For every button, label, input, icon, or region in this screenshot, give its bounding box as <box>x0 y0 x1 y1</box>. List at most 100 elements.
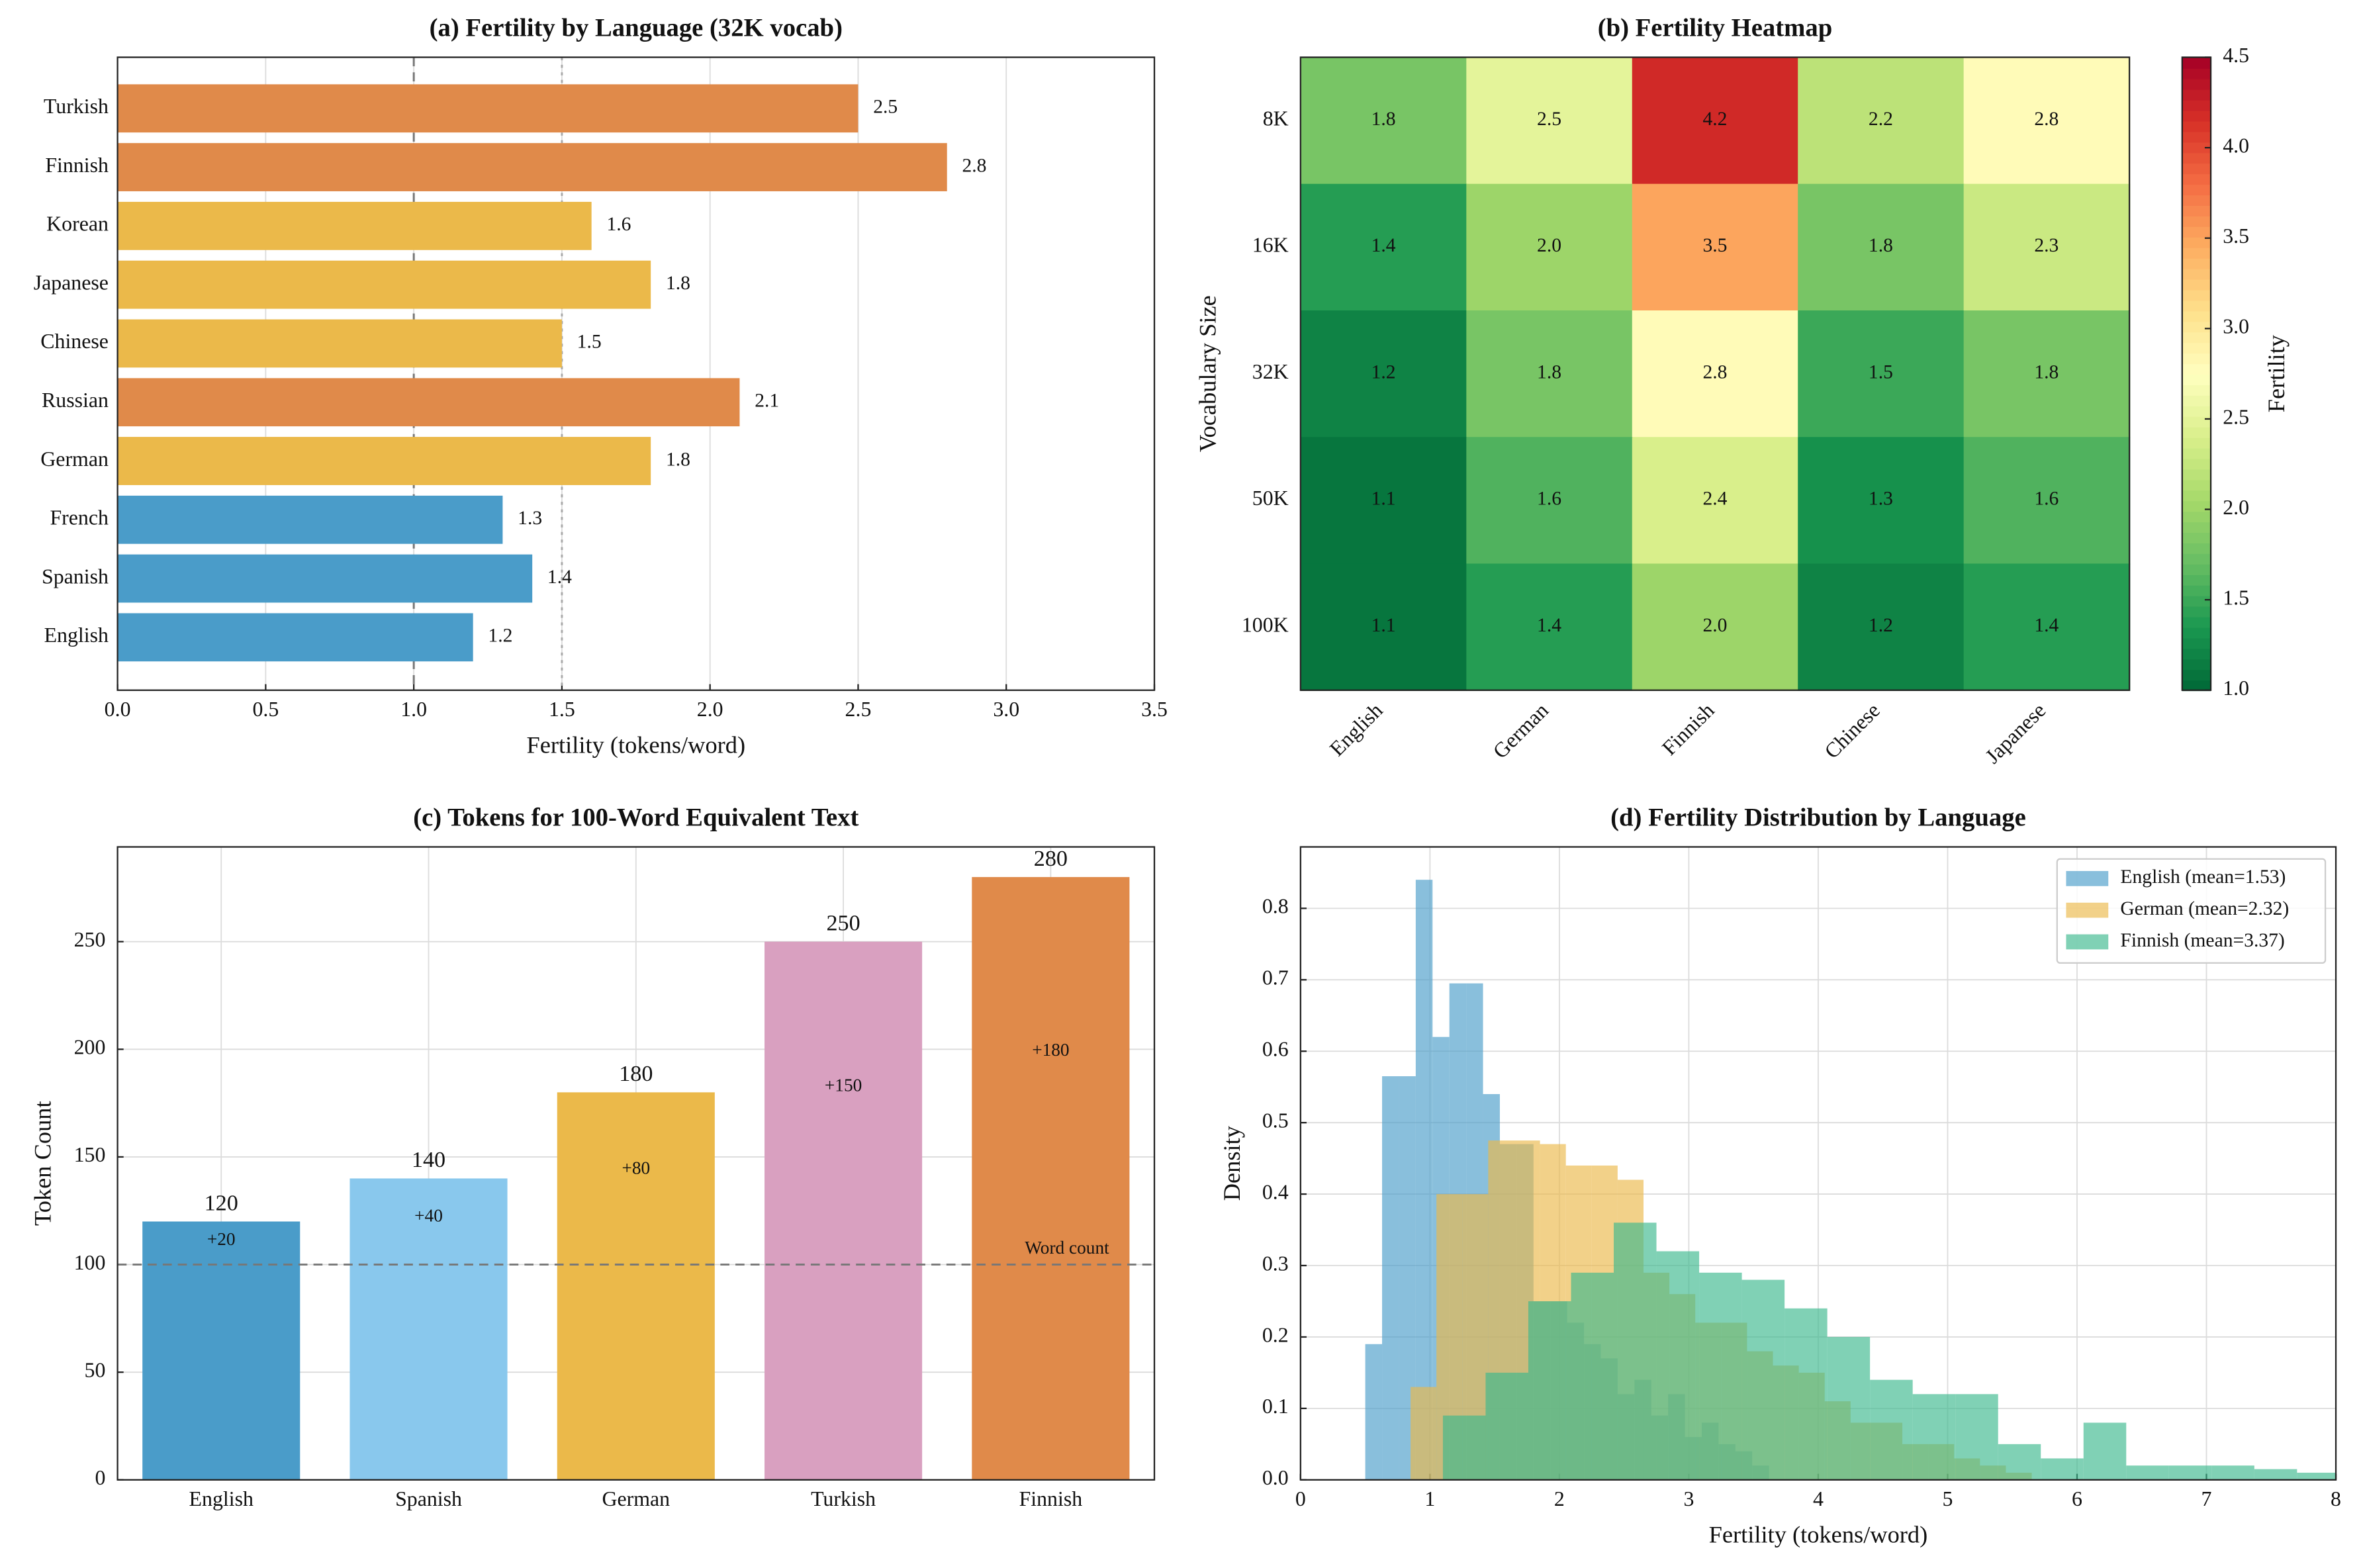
value-label: 1.3 <box>518 508 542 529</box>
value-label: 180 <box>619 1062 653 1086</box>
y-tick-label: French <box>50 506 109 530</box>
x-tick-label: German <box>602 1487 670 1510</box>
colorbar-segment <box>2182 521 2211 533</box>
colorbar-segment <box>2182 310 2211 322</box>
colorbar-segment <box>2182 574 2211 586</box>
x-tick-label: 4 <box>1813 1487 1824 1510</box>
value-label: 280 <box>1034 847 1068 871</box>
annotation: +40 <box>414 1205 443 1225</box>
x-tick-label: Finnish <box>1019 1487 1083 1510</box>
cell-label: 1.5 <box>1869 361 1893 383</box>
x-tick-label: 8 <box>2331 1487 2341 1510</box>
heatmap-cell <box>1798 437 1965 565</box>
cell-label: 2.3 <box>2034 235 2059 256</box>
x-tick-label: 0.5 <box>252 698 279 721</box>
reference-label: Word count <box>1025 1238 1109 1258</box>
x-tick-label: 0 <box>1295 1487 1306 1510</box>
colorbar-segment <box>2182 595 2211 607</box>
colorbar-segment <box>2182 268 2211 280</box>
colorbar-segment <box>2182 606 2211 618</box>
colorbar-segment <box>2182 458 2211 470</box>
chart-title: (a) Fertility by Language (32K vocab) <box>430 14 843 42</box>
colorbar-segment <box>2182 669 2211 681</box>
heatmap-cell <box>1300 563 1467 691</box>
colorbar-segment <box>2182 658 2211 670</box>
histogram-bar <box>1741 1279 1785 1480</box>
x-tick-label: 5 <box>1942 1487 1953 1510</box>
x-tick-label: 1.0 <box>400 698 427 721</box>
cell-label: 1.8 <box>1537 361 1561 383</box>
cell-label: 1.2 <box>1371 361 1396 383</box>
y-tick-label: 250 <box>74 928 106 951</box>
cell-label: 1.8 <box>1371 109 1396 130</box>
colorbar-segment <box>2182 331 2211 344</box>
colorbar-tick-label: 4.0 <box>2223 134 2249 157</box>
histogram-bar <box>1912 1394 1956 1480</box>
colorbar-segment <box>2182 489 2211 502</box>
y-axis-label: Token Count <box>30 1101 56 1226</box>
colorbar-segment <box>2182 257 2211 269</box>
value-label: 140 <box>412 1148 445 1172</box>
y-tick-label: Chinese <box>40 330 109 353</box>
y-tick-label: 200 <box>74 1036 106 1059</box>
value-label: 1.5 <box>577 332 602 353</box>
heatmap-cell <box>1798 57 1965 185</box>
histogram-bar <box>1998 1444 2041 1480</box>
cell-label: 1.4 <box>1537 615 1561 636</box>
heatmap-cell <box>1798 563 1965 691</box>
cell-label: 1.6 <box>2034 488 2059 510</box>
histogram-bar <box>1382 1076 1399 1480</box>
legend-label: German (mean=2.32) <box>2120 898 2289 919</box>
colorbar-frame <box>2181 56 2212 691</box>
x-tick-label: 2 <box>1554 1487 1565 1510</box>
y-tick-label: 0.1 <box>1262 1395 1289 1418</box>
value-label: 1.8 <box>666 273 690 294</box>
colorbar-segment <box>2182 289 2211 301</box>
histogram-bar <box>2254 1469 2297 1480</box>
bar <box>117 437 651 485</box>
colorbar-segment <box>2182 584 2211 596</box>
bar <box>117 613 473 662</box>
histogram-bar <box>1485 1372 1528 1480</box>
heatmap-cell <box>1963 57 2131 185</box>
x-tick-label: 3.0 <box>993 698 1019 721</box>
bar <box>117 201 592 250</box>
histogram-bar <box>1827 1336 1871 1480</box>
colorbar-label: Fertility <box>2263 334 2290 412</box>
cell-label: 1.1 <box>1371 488 1396 510</box>
heatmap-cell <box>1300 310 1467 438</box>
plot-frame <box>1299 846 2337 1481</box>
cell-label: 1.6 <box>1537 488 1561 510</box>
plot-frame <box>116 846 1156 1481</box>
colorbar-segment <box>2182 78 2211 90</box>
x-tick-label: 7 <box>2201 1487 2212 1510</box>
heatmap-cell <box>1963 310 2131 438</box>
legend-swatch <box>2066 934 2109 950</box>
colorbar-segment <box>2182 236 2211 248</box>
legend-box <box>2056 858 2327 964</box>
annotation: +150 <box>825 1075 862 1095</box>
x-tick-label: 1.5 <box>549 698 575 721</box>
colorbar-segment <box>2182 152 2211 164</box>
heatmap-cell <box>1632 563 1799 691</box>
cell-label: 1.4 <box>2034 615 2059 636</box>
bar <box>349 1178 508 1480</box>
colorbar-segment <box>2182 479 2211 491</box>
bar <box>117 378 740 427</box>
colorbar-segment <box>2182 352 2211 365</box>
heatmap-cell <box>1300 57 1467 185</box>
cell-label: 1.4 <box>1371 235 1396 256</box>
colorbar-tick-label: 2.0 <box>2223 496 2249 519</box>
colorbar-segment <box>2182 563 2211 575</box>
colorbar-tick-label: 1.5 <box>2223 586 2249 609</box>
y-tick-label: 100 <box>74 1251 106 1274</box>
colorbar-segment <box>2182 648 2211 660</box>
bar <box>117 260 651 309</box>
cell-label: 1.8 <box>1869 235 1893 256</box>
value-label: 1.4 <box>547 567 572 588</box>
cell-label: 1.8 <box>2034 361 2059 383</box>
colorbar-segment <box>2182 300 2211 312</box>
histogram-bar <box>2168 1465 2212 1480</box>
histogram-bar <box>1571 1272 1614 1480</box>
